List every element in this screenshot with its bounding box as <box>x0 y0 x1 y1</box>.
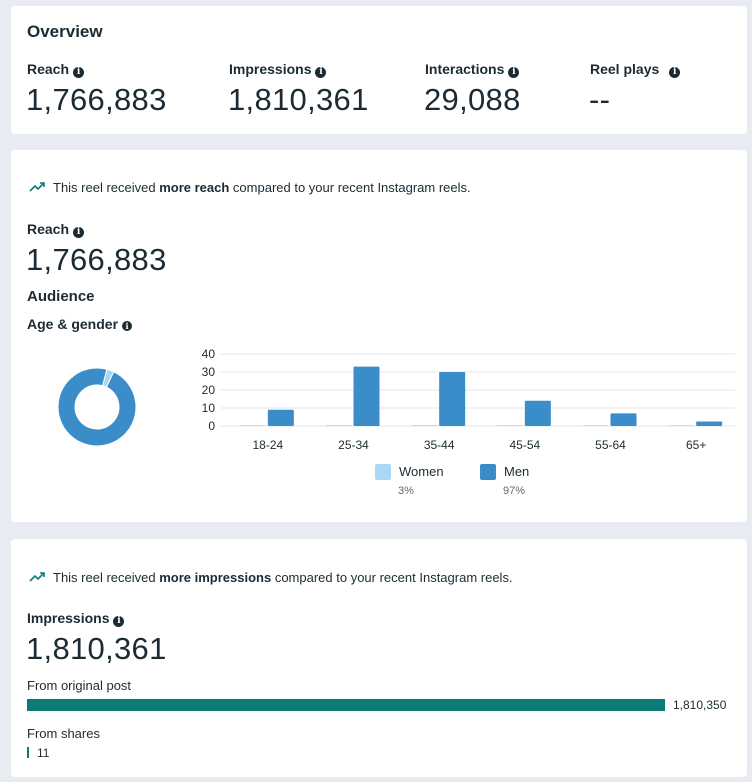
impressions-card: This reel received more impressions comp… <box>11 539 747 777</box>
from-original-value: 1,810,350 <box>673 698 727 712</box>
age-gender-bar-chart: 40 30 20 10 0 18-24 25-34 35-44 45-54 55-64 65+ <box>202 347 735 452</box>
legend-label-women: Women <box>399 464 444 479</box>
bar-men-45-54[interactable] <box>524 400 551 426</box>
gender-donut-chart <box>57 367 137 447</box>
legend-pct-women: 3% <box>398 485 414 497</box>
metric-reel-plays-value: -- <box>589 82 611 117</box>
y-tick-label: 0 <box>208 419 215 433</box>
bar-men-18-24[interactable] <box>267 409 294 426</box>
legend-swatch-women <box>375 464 391 480</box>
bar-chart-bars <box>239 366 723 427</box>
trend-text: compared to your recent Instagram reels. <box>271 570 513 585</box>
trend-text: This reel received <box>53 570 160 585</box>
trend-text: compared to your recent Instagram reels. <box>229 180 471 195</box>
trend-up-icon <box>29 182 45 192</box>
bar-women-65+[interactable] <box>668 425 695 426</box>
from-shares-bar <box>27 747 29 758</box>
trend-text: This reel received <box>53 180 160 195</box>
metric-interactions-label: Interactions i <box>425 61 520 78</box>
reach-label: Reach i <box>27 221 85 238</box>
metric-label: Impressions <box>229 61 312 77</box>
reach-trend-message: This reel received more reach compared t… <box>29 180 471 195</box>
x-tick-label: 55-64 <box>595 438 626 452</box>
overview-title: Overview <box>27 22 103 41</box>
metric-reel-plays-label: Reel plays i <box>590 61 681 78</box>
metric-reach-label: Reach i <box>27 61 85 78</box>
info-icon[interactable]: i <box>315 67 327 78</box>
legend-swatch-men <box>480 464 496 480</box>
impressions-value: 1,810,361 <box>26 631 167 666</box>
y-tick-label: 30 <box>202 365 216 379</box>
legend-label-men: Men <box>504 464 530 479</box>
info-icon[interactable]: i <box>508 67 520 78</box>
metric-reach-value: 1,766,883 <box>26 82 167 117</box>
trend-up-icon <box>29 572 45 582</box>
bar-women-55-64[interactable] <box>582 425 609 426</box>
metric-interactions-value: 29,088 <box>424 82 521 117</box>
reach-value: 1,766,883 <box>26 242 167 277</box>
trend-bold-text: more reach <box>159 180 230 195</box>
info-icon[interactable]: i <box>122 321 133 331</box>
trend-bold-text: more impressions <box>159 570 272 585</box>
donut-slices <box>57 367 137 447</box>
x-tick-label: 45-54 <box>509 438 540 452</box>
metric-impressions-label: Impressions i <box>229 61 327 78</box>
from-shares-label: From shares <box>27 726 100 741</box>
info-icon[interactable]: i <box>73 227 85 238</box>
info-icon[interactable]: i <box>669 67 681 78</box>
metric-impressions-value: 1,810,361 <box>228 82 369 117</box>
x-tick-label: 65+ <box>686 438 706 452</box>
impressions-label: Impressions i <box>27 610 125 627</box>
from-shares-value: 11 <box>37 746 50 760</box>
impressions-trend-message: This reel received more impressions comp… <box>29 570 513 585</box>
y-tick-label: 10 <box>202 401 216 415</box>
bar-men-55-64[interactable] <box>610 413 637 426</box>
bar-chart-grid <box>221 353 735 427</box>
y-tick-label: 20 <box>202 383 216 397</box>
age-gender-label: Age & gender i <box>27 316 133 332</box>
info-icon[interactable]: i <box>73 67 85 78</box>
bar-men-25-34[interactable] <box>353 366 380 426</box>
from-original-label: From original post <box>27 678 132 693</box>
bar-women-25-34[interactable] <box>325 425 352 426</box>
bar-women-35-44[interactable] <box>411 425 438 426</box>
metric-label: Reel plays <box>590 61 660 77</box>
overview-card: Overview Reach i 1,766,883 Impressions i 1… <box>11 6 747 134</box>
x-tick-label: 18-24 <box>252 438 283 452</box>
reach-card: This reel received more reach compared t… <box>11 150 747 522</box>
audience-title: Audience <box>27 288 95 305</box>
bar-women-18-24[interactable] <box>239 425 266 426</box>
bar-chart-y-ticks: 40 30 20 10 0 <box>202 347 216 433</box>
from-original-bar <box>27 699 665 711</box>
reach-label-text: Reach <box>27 221 70 237</box>
legend-pct-men: 97% <box>503 485 526 497</box>
age-gender-label-text: Age & gender <box>27 316 119 332</box>
bar-men-65+[interactable] <box>696 421 723 427</box>
donut-slice-men[interactable] <box>57 367 137 447</box>
bar-women-45-54[interactable] <box>496 425 523 426</box>
bar-men-35-44[interactable] <box>439 372 466 426</box>
y-tick-label: 40 <box>202 347 216 361</box>
from-original-bar-track <box>27 699 665 711</box>
impressions-label-text: Impressions <box>27 610 110 626</box>
info-icon[interactable]: i <box>113 616 125 627</box>
x-tick-label: 25-34 <box>338 438 369 452</box>
metric-label: Reach <box>27 61 70 77</box>
bar-chart-x-ticks: 18-24 25-34 35-44 45-54 55-64 65+ <box>252 438 706 452</box>
x-tick-label: 35-44 <box>424 438 455 452</box>
metric-label: Interactions <box>425 61 505 77</box>
